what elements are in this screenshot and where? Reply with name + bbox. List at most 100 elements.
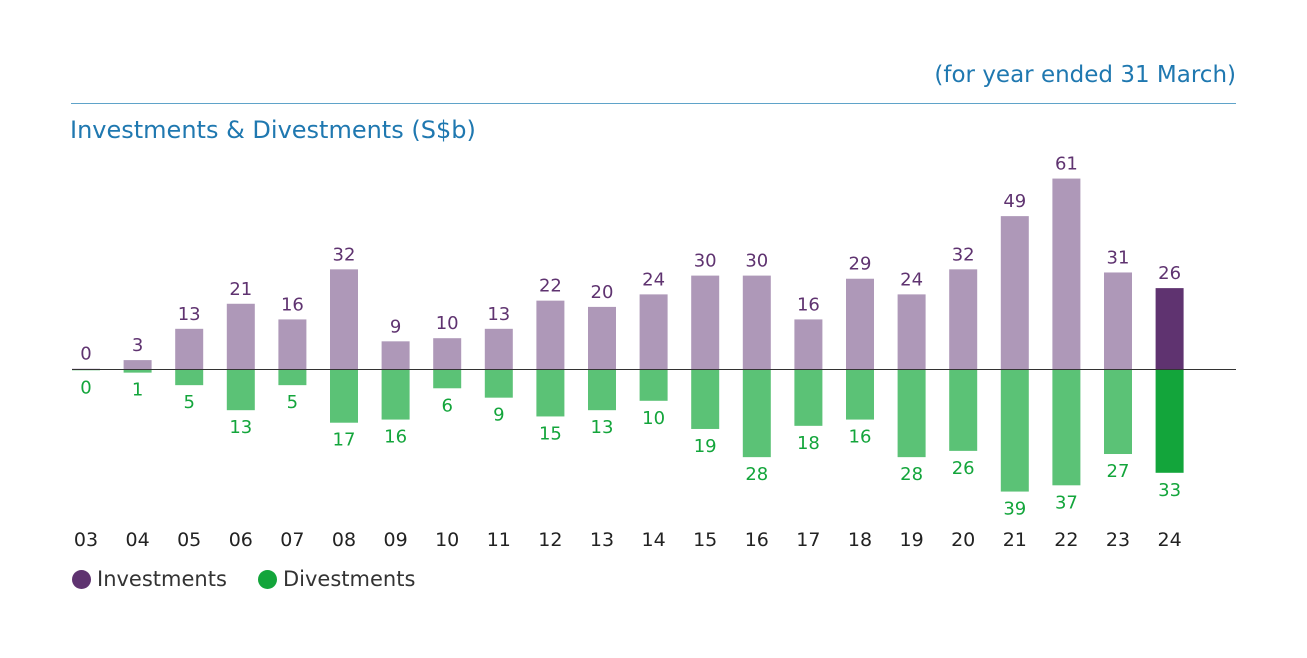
divestment-bar-17 xyxy=(794,369,823,426)
divestment-bar-13 xyxy=(588,369,616,411)
x-tick-label-16: 16 xyxy=(745,529,769,551)
investment-bar-05 xyxy=(175,328,204,370)
x-tick-label-12: 12 xyxy=(538,529,562,551)
divestment-bar-12 xyxy=(536,369,565,417)
divestment-value-label-13: 13 xyxy=(591,417,614,438)
investment-value-label-11: 13 xyxy=(487,304,510,325)
divestment-value-label-17: 18 xyxy=(797,433,820,454)
x-tick-label-22: 22 xyxy=(1054,529,1078,551)
divestment-bar-04 xyxy=(123,369,152,373)
investment-value-label-05: 13 xyxy=(178,304,201,325)
divestment-value-label-06: 13 xyxy=(229,417,252,438)
investment-value-label-15: 30 xyxy=(694,251,717,272)
divestment-value-label-03: 0 xyxy=(80,377,91,398)
divestment-bar-08 xyxy=(330,369,358,423)
x-tick-label-24: 24 xyxy=(1158,529,1182,551)
investment-value-label-10: 10 xyxy=(436,313,459,334)
divestment-bar-16 xyxy=(742,369,771,458)
x-tick-label-14: 14 xyxy=(642,529,666,551)
divestment-value-label-15: 19 xyxy=(694,436,717,457)
investment-value-label-06: 21 xyxy=(229,279,252,300)
divestment-bar-23 xyxy=(1104,369,1132,455)
divestments-legend-dot xyxy=(258,569,277,589)
divestment-bar-21 xyxy=(1000,369,1029,492)
divestment-value-label-05: 5 xyxy=(183,392,194,413)
divestment-bar-24 xyxy=(1155,369,1184,473)
x-tick-label-03: 03 xyxy=(74,529,98,551)
divestment-value-label-21: 39 xyxy=(1003,499,1026,520)
x-tick-label-07: 07 xyxy=(280,529,304,551)
x-tick-label-08: 08 xyxy=(332,529,356,551)
investment-value-label-24: 26 xyxy=(1158,263,1181,284)
investment-value-label-20: 32 xyxy=(952,244,975,265)
x-tick-label-09: 09 xyxy=(384,529,408,551)
divestment-value-label-18: 16 xyxy=(849,427,872,448)
investment-bar-20 xyxy=(949,269,978,370)
x-tick-label-10: 10 xyxy=(435,529,459,551)
x-tick-label-05: 05 xyxy=(177,529,201,551)
divestment-value-label-12: 15 xyxy=(539,423,562,444)
divestment-bar-10 xyxy=(433,369,462,389)
divestment-bar-06 xyxy=(226,369,255,411)
divestments-legend-label: Divestments xyxy=(283,567,416,591)
investment-bar-15 xyxy=(691,275,720,370)
investment-bar-13 xyxy=(588,306,616,370)
legend-item-divestments: Divestments xyxy=(258,567,415,591)
x-tick-label-04: 04 xyxy=(126,529,150,551)
investment-bar-19 xyxy=(897,294,926,370)
investment-value-label-09: 9 xyxy=(390,316,401,337)
x-tick-label-23: 23 xyxy=(1106,529,1130,551)
investment-value-label-08: 32 xyxy=(333,244,356,265)
investment-bar-07 xyxy=(278,319,307,370)
investment-bar-16 xyxy=(742,275,771,370)
investment-value-label-22: 61 xyxy=(1055,154,1078,175)
x-tick-label-20: 20 xyxy=(951,529,975,551)
investment-bar-22 xyxy=(1052,178,1081,370)
investment-value-label-03: 0 xyxy=(80,344,91,365)
divestment-bar-14 xyxy=(639,369,668,401)
divestment-bar-19 xyxy=(897,369,926,458)
investment-bar-21 xyxy=(1000,216,1029,370)
divestment-value-label-23: 27 xyxy=(1107,461,1130,482)
investment-value-label-17: 16 xyxy=(797,294,820,315)
divestment-bar-22 xyxy=(1052,369,1081,486)
investment-value-label-19: 24 xyxy=(900,269,923,290)
fiscal-year-note: (for year ended 31 March) xyxy=(934,62,1236,88)
investment-value-label-23: 31 xyxy=(1107,247,1130,268)
investment-bar-11 xyxy=(484,328,513,370)
divestment-value-label-19: 28 xyxy=(900,464,923,485)
investment-bar-10 xyxy=(433,338,462,370)
investments-legend-dot xyxy=(72,569,91,589)
investment-bar-14 xyxy=(639,294,668,370)
investment-bar-24 xyxy=(1155,288,1184,370)
investment-value-label-16: 30 xyxy=(745,251,768,272)
divestment-value-label-10: 6 xyxy=(441,395,452,416)
divestment-bar-15 xyxy=(691,369,720,429)
chart-title: Investments & Divestments (S$b) xyxy=(70,116,476,144)
investment-bar-09 xyxy=(381,341,410,370)
investment-bar-06 xyxy=(226,303,255,370)
divestment-bar-11 xyxy=(484,369,513,398)
investment-value-label-18: 29 xyxy=(849,254,872,275)
divestment-value-label-08: 17 xyxy=(333,430,356,451)
divestment-value-label-20: 26 xyxy=(952,458,975,479)
divestment-bar-07 xyxy=(278,369,307,386)
divestment-value-label-09: 16 xyxy=(384,427,407,448)
divestment-bar-20 xyxy=(949,369,978,451)
divestment-bar-18 xyxy=(846,369,874,420)
x-tick-label-17: 17 xyxy=(796,529,820,551)
investment-value-label-14: 24 xyxy=(642,269,665,290)
x-tick-label-13: 13 xyxy=(590,529,614,551)
divestment-value-label-11: 9 xyxy=(493,405,504,426)
divestment-value-label-16: 28 xyxy=(745,464,768,485)
x-tick-label-21: 21 xyxy=(1003,529,1027,551)
x-tick-label-06: 06 xyxy=(229,529,253,551)
investment-bar-18 xyxy=(846,278,874,370)
divestment-value-label-07: 5 xyxy=(287,392,298,413)
investment-value-label-07: 16 xyxy=(281,294,304,315)
investment-bar-08 xyxy=(330,269,358,370)
investment-value-label-04: 3 xyxy=(132,335,143,356)
divestment-value-label-24: 33 xyxy=(1158,480,1181,501)
investment-value-label-13: 20 xyxy=(591,282,614,303)
